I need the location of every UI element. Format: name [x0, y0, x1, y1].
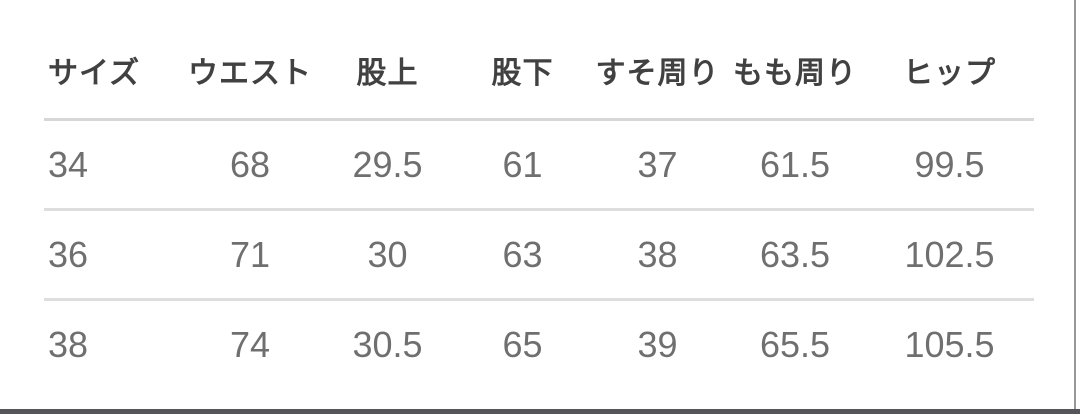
- col-header-thigh: もも周り: [733, 57, 857, 90]
- cell-thigh: 61.5: [759, 143, 831, 185]
- cell-hip: 105.5: [904, 323, 995, 365]
- cell-inseam: 65: [502, 323, 543, 365]
- cell-hip: 99.5: [914, 143, 985, 185]
- cell-hem: 39: [637, 323, 678, 365]
- table-row: 36 71 30 63 38 63.5 102.5: [44, 211, 1034, 301]
- screenshot-bottom-edge-line: [0, 409, 1080, 414]
- screenshot-right-edge-line: [1074, 0, 1076, 414]
- cell-hip: 102.5: [904, 233, 995, 275]
- cell-thigh: 65.5: [759, 323, 831, 365]
- size-spec-table: サイズ ウエスト 股上 股下 すそ周り もも周り ヒップ 34 68 29.5 …: [44, 0, 1034, 388]
- col-header-hip: ヒップ: [903, 57, 996, 90]
- table-header-row: サイズ ウエスト 股上 股下 すそ周り もも周り ヒップ: [44, 0, 1034, 121]
- cell-rise: 30.5: [352, 323, 423, 365]
- cell-size: 36: [48, 233, 89, 275]
- cell-hem: 37: [637, 143, 678, 185]
- cell-rise: 30: [367, 233, 408, 275]
- col-header-inseam: 股下: [491, 57, 554, 90]
- col-header-hem: すそ周り: [595, 57, 720, 90]
- cell-thigh: 63.5: [759, 233, 831, 275]
- table-row: 34 68 29.5 61 37 61.5 99.5: [44, 121, 1034, 211]
- cell-inseam: 61: [502, 143, 543, 185]
- cell-size: 38: [48, 323, 89, 365]
- col-header-rise: 股上: [356, 57, 419, 90]
- cell-inseam: 63: [502, 233, 543, 275]
- col-header-waist: ウエスト: [188, 57, 312, 90]
- cell-waist: 68: [229, 143, 271, 185]
- table-row: 38 74 30.5 65 39 65.5 105.5: [44, 301, 1034, 388]
- col-header-size: サイズ: [48, 57, 141, 90]
- cell-hem: 38: [637, 233, 678, 275]
- cell-rise: 29.5: [352, 143, 423, 185]
- cell-waist: 74: [229, 323, 271, 365]
- cell-size: 34: [48, 143, 89, 185]
- cell-waist: 71: [229, 233, 271, 275]
